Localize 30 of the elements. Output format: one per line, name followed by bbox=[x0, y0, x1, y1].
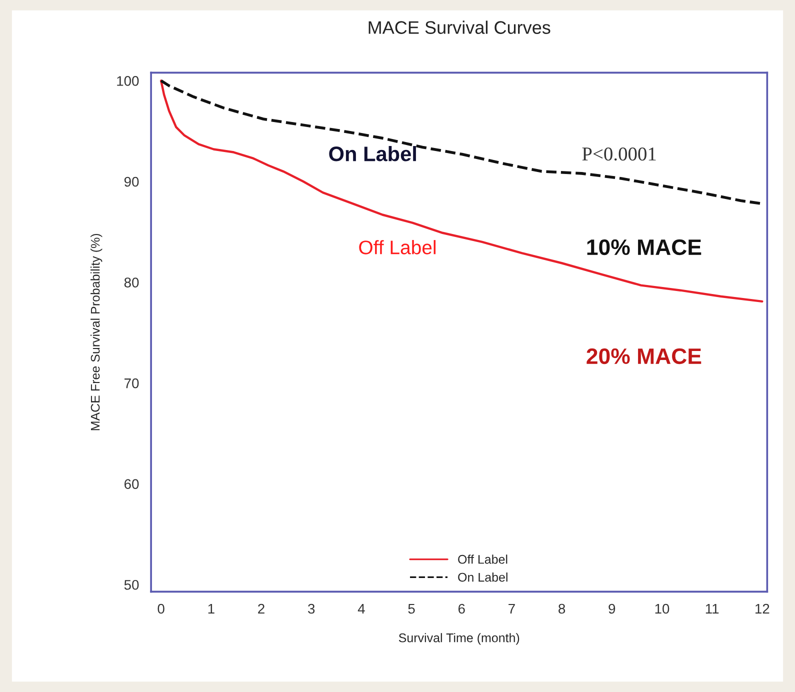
x-tick-label: 8 bbox=[558, 604, 566, 614]
line-series bbox=[160, 80, 764, 303]
x-tick-label: 5 bbox=[408, 604, 415, 614]
x-tick-label: 1 bbox=[208, 604, 214, 614]
x-tick-label: 4 bbox=[358, 604, 365, 614]
x-tick-label: 10 bbox=[655, 604, 670, 614]
legend-label: On Label bbox=[458, 572, 508, 582]
chart-title: MACE Survival Curves bbox=[368, 20, 550, 34]
y-tick-label: 60 bbox=[124, 479, 139, 489]
annotation: Off Label bbox=[359, 240, 436, 254]
annotation: P<0.0001 bbox=[582, 147, 656, 161]
x-axis-title: Survival Time (month) bbox=[398, 633, 520, 645]
y-tick-label: 50 bbox=[124, 580, 139, 590]
y-tick-label: 70 bbox=[124, 378, 139, 388]
x-tick-label: 11 bbox=[706, 604, 719, 614]
annotation: 10% MACE bbox=[587, 239, 702, 256]
y-axis-title: MACE Free Survival Probability (%) bbox=[90, 234, 102, 430]
y-tick-label: 90 bbox=[124, 176, 139, 187]
x-tick-label: 6 bbox=[458, 604, 465, 614]
x-tick-label: 0 bbox=[158, 604, 164, 614]
x-tick-label: 2 bbox=[258, 604, 264, 614]
legend-label: Off Label bbox=[458, 554, 508, 564]
x-tick-label: 7 bbox=[508, 604, 515, 614]
y-tick-label: 100 bbox=[117, 76, 139, 86]
y-tick-label: 80 bbox=[124, 278, 139, 288]
x-tick-label: 12 bbox=[756, 604, 770, 614]
x-tick-label: 3 bbox=[308, 604, 315, 614]
x-tick-label: 9 bbox=[608, 604, 616, 614]
annotation: 20% MACE bbox=[586, 348, 702, 364]
annotation: On Label bbox=[329, 146, 416, 162]
